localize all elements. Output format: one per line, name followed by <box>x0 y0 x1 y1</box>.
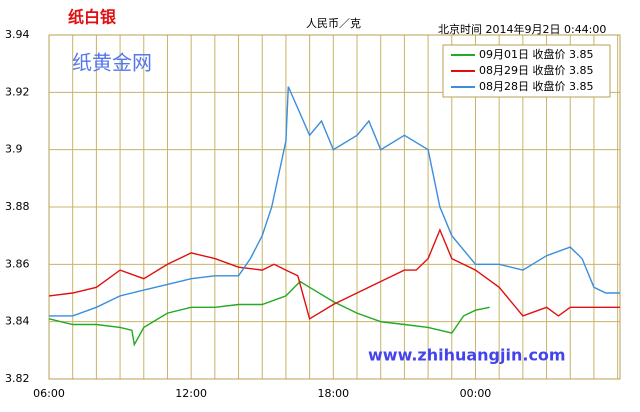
y-tick-label: 3.88 <box>5 200 30 213</box>
timestamp: 北京时间 2014年9月2日 0:44:00 <box>438 22 606 36</box>
y-tick-label: 3.82 <box>5 372 30 385</box>
series-line <box>48 280 490 347</box>
chart-title: 纸白银 <box>68 8 117 27</box>
unit-label: 人民币／克 <box>306 17 361 30</box>
legend-label: 08月29日 收盘价 3.85 <box>479 63 593 77</box>
website: www.zhihuangjin.com <box>368 346 566 365</box>
plot: 3.82 3.84 3.86 3.88 3.9 3.92 3.94 06:00 12:00 18:… <box>5 28 621 400</box>
y-tick-label: 3.86 <box>5 257 30 270</box>
x-tick-label: 12:00 <box>175 387 207 400</box>
x-tick-label: 00:00 <box>460 387 492 400</box>
x-tick-label: 18:00 <box>317 387 349 400</box>
plot-border <box>48 34 621 380</box>
legend-label: 09月01日 收盘价 3.85 <box>479 47 593 61</box>
x-tick-label: 06:00 <box>33 387 65 400</box>
y-tick-label: 3.9 <box>5 143 23 156</box>
y-tick-label: 3.94 <box>5 28 30 41</box>
y-tick-label: 3.92 <box>5 85 30 98</box>
y-tick-label: 3.84 <box>5 315 30 328</box>
watermark: 纸黄金网 <box>72 51 152 75</box>
series-line <box>48 228 620 320</box>
legend-label: 08月28日 收盘价 3.85 <box>479 79 593 93</box>
series-line <box>49 86 620 317</box>
